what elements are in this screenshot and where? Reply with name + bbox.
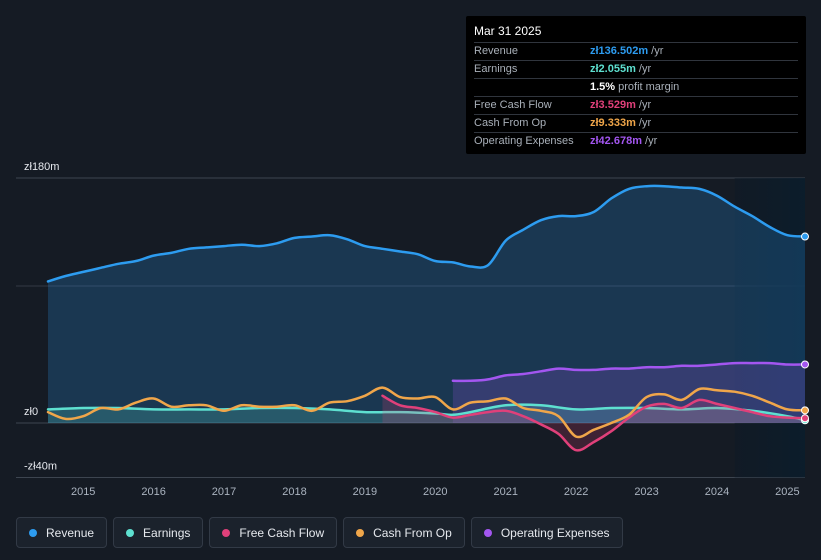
y-axis-labels: zł180m zł0 -zł40m (24, 161, 59, 472)
legend-item-revenue[interactable]: Revenue (16, 517, 108, 548)
legend-label: Operating Expenses (500, 525, 610, 540)
operating-expenses-end-marker (801, 360, 809, 369)
tooltip-row-label: Revenue (474, 45, 519, 57)
series-layer (46, 184, 807, 452)
tooltip-row: Operating Expenses zł42.678m /yr (474, 132, 798, 150)
financials-chart: zł180m zł0 -zł40m 2015 2016 2017 2018 2019 2020… (16, 161, 809, 498)
y-tick-label: -zł40m (24, 460, 57, 472)
cash-from-op-line (46, 386, 807, 439)
x-tick-label: 2025 (775, 486, 799, 498)
x-tick-label: 2017 (212, 486, 236, 498)
tooltip-row-value: zł3.529m /yr (590, 99, 652, 111)
tooltip-row-value: zł9.333m /yr (590, 117, 652, 129)
tooltip-row-value: 1.5% profit margin (590, 81, 680, 93)
tooltip-row: Earnings zł2.055m /yr (474, 60, 798, 78)
tooltip-row-label: Cash From Op (474, 117, 547, 129)
tooltip-row-value: zł2.055m /yr (590, 63, 652, 75)
x-tick-label: 2021 (493, 486, 517, 498)
tooltip-rows: Revenue zł136.502m /yr Earnings zł2.055m /y… (474, 42, 798, 150)
tooltip-row: Free Cash Flow zł3.529m /yr (474, 96, 798, 114)
legend-label: Cash From Op (373, 525, 452, 540)
x-tick-label: 2023 (634, 486, 658, 498)
tooltip-panel: Mar 31 2025 Revenue zł136.502m /yr Earning… (466, 16, 806, 154)
legend-dot-icon (222, 528, 231, 537)
revenue-end-marker (801, 232, 809, 241)
tooltip-row-label: Free Cash Flow (474, 99, 552, 111)
x-tick-label: 2018 (282, 486, 306, 498)
series-end-markers (801, 232, 809, 425)
chart-legend: Revenue Earnings Free Cash Flow Cash From O… (16, 517, 623, 548)
tooltip-row: 1.5% profit margin (474, 78, 798, 96)
x-tick-label: 2019 (353, 486, 377, 498)
tooltip-row: Cash From Op zł9.333m /yr (474, 114, 798, 132)
free-cash-flow-line (381, 394, 807, 452)
y-tick-label: zł180m (24, 161, 59, 173)
grid-lines (16, 177, 805, 478)
revenue-line (46, 184, 807, 283)
legend-label: Revenue (46, 525, 95, 540)
y-tick-label: zł0 (24, 406, 38, 418)
free-cash-flow-area (382, 395, 805, 451)
free-cash-flow-end-marker (801, 414, 809, 423)
tooltip-row: Revenue zł136.502m /yr (474, 42, 798, 60)
x-tick-label: 2022 (564, 486, 588, 498)
legend-item-operating-expenses[interactable]: Operating Expenses (470, 517, 623, 548)
tooltip-row-value: zł136.502m /yr (590, 45, 664, 57)
legend-label: Earnings (143, 525, 191, 540)
x-tick-label: 2020 (423, 486, 447, 498)
tooltip-row-label: Earnings (474, 63, 518, 75)
operating-expenses-line (451, 361, 807, 383)
cash-from-op-end-marker (801, 406, 809, 415)
legend-label: Free Cash Flow (239, 525, 325, 540)
tooltip-row-label (474, 79, 590, 96)
legend-dot-icon (483, 528, 492, 537)
x-tick-label: 2015 (71, 486, 95, 498)
tooltip-row-value: zł42.678m /yr (590, 135, 658, 147)
legend-dot-icon (356, 528, 365, 537)
legend-item-earnings[interactable]: Earnings (113, 517, 204, 548)
x-tick-label: 2016 (141, 486, 165, 498)
x-axis-labels: 2015 2016 2017 2018 2019 2020 2021 2022 2023 2024… (71, 486, 800, 498)
x-tick-label: 2024 (705, 486, 729, 498)
legend-item-cash-from-op[interactable]: Cash From Op (343, 517, 465, 548)
tooltip-date: Mar 31 2025 (474, 24, 542, 38)
tooltip-row-label: Operating Expenses (474, 135, 574, 147)
legend-item-free-cash-flow[interactable]: Free Cash Flow (209, 517, 338, 548)
legend-dot-icon (126, 528, 135, 537)
legend-dot-icon (29, 528, 37, 537)
